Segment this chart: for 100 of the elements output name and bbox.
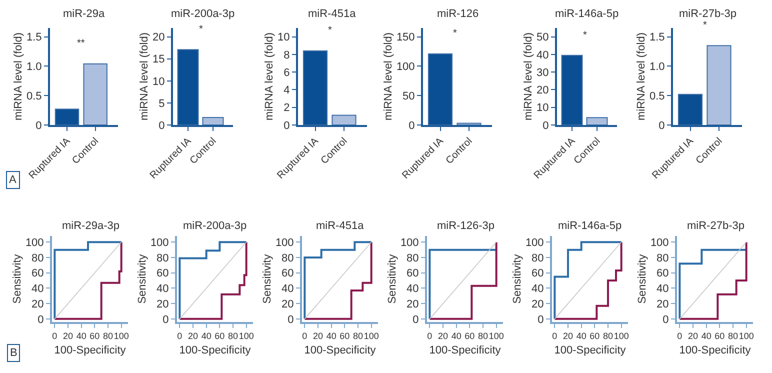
chart-title: miR-27b-3p bbox=[679, 8, 736, 20]
x-tick-label: 40 bbox=[326, 330, 336, 341]
y-tick-label: 6 bbox=[284, 66, 290, 79]
y-tick-label: 4 bbox=[284, 84, 290, 97]
chart-title: miR-200a-3p bbox=[183, 220, 247, 232]
y-tick-label: 1.0 bbox=[650, 61, 665, 74]
x-tick-label: 60 bbox=[590, 330, 600, 341]
chart-title: miR-29a bbox=[63, 8, 106, 20]
x-tick-label: 20 bbox=[688, 330, 698, 341]
x-axis-title: 100-Specificity bbox=[179, 344, 252, 356]
y-tick-label: 2 bbox=[284, 102, 290, 114]
x-tick-label: 80 bbox=[478, 330, 488, 341]
y-tick-label: 5 bbox=[158, 98, 165, 110]
annotation: ** bbox=[77, 38, 85, 49]
x-tick-label: 80 bbox=[102, 330, 114, 341]
y-tick-label: 1.5 bbox=[650, 32, 665, 44]
y-tick-label: 15 bbox=[152, 54, 165, 66]
y-tick-label: 20 bbox=[32, 298, 44, 310]
y-tick-label: 20 bbox=[532, 298, 544, 310]
y-tick-label: 0.5 bbox=[26, 90, 42, 102]
y-tick-label: 10 bbox=[278, 32, 290, 44]
y-tick-label: 0 bbox=[662, 314, 669, 326]
y-tick-label: 100 bbox=[400, 236, 419, 249]
y-tick-label: 0 bbox=[538, 314, 544, 326]
x-axis-title: 100-Specificity bbox=[54, 344, 126, 356]
y-tick-label: 80 bbox=[532, 252, 544, 264]
y-tick-label: 10 bbox=[536, 102, 549, 114]
x-tick-label: 60 bbox=[90, 330, 100, 341]
y-tick-label: 80 bbox=[656, 252, 669, 264]
y-tick-label: 80 bbox=[156, 252, 169, 264]
x-tick-label: 0 bbox=[552, 330, 558, 341]
y-tick-label: 100 bbox=[25, 236, 44, 249]
y-axis-title: Sensitivity bbox=[136, 254, 149, 304]
x-tick-label: 0 bbox=[677, 330, 682, 341]
x-tick-label: 100 bbox=[488, 330, 504, 341]
x-tick-label: 60 bbox=[714, 330, 725, 341]
x-tick-label: 80 bbox=[352, 330, 364, 341]
y-tick-label: 0 bbox=[288, 314, 294, 326]
y-tick-label: 60 bbox=[656, 268, 669, 280]
y-axis-title: miRNA level (fold) bbox=[522, 32, 535, 121]
y-tick-label: 40 bbox=[32, 283, 44, 296]
y-tick-label: 20 bbox=[536, 84, 549, 97]
y-axis-title: miRNA level (fold) bbox=[138, 32, 151, 121]
y-tick-label: 0 bbox=[408, 120, 415, 132]
x-tick-label: 0 bbox=[427, 330, 432, 341]
x-axis-title: 100-Specificity bbox=[554, 344, 626, 356]
y-tick-label: 40 bbox=[282, 283, 294, 296]
y-tick-label: 80 bbox=[32, 252, 44, 264]
chart-title: miR-29a-3p bbox=[62, 220, 120, 232]
y-tick-label: 80 bbox=[282, 252, 294, 264]
y-tick-label: 60 bbox=[532, 268, 544, 280]
y-tick-label: 0 bbox=[658, 120, 665, 132]
chart-title: miR-126-3p bbox=[437, 220, 494, 232]
chart-title: miR-451a bbox=[308, 8, 357, 20]
y-tick-label: 40 bbox=[406, 283, 419, 296]
y-tick-label: 0 bbox=[284, 120, 290, 132]
x-tick-label: 60 bbox=[340, 330, 350, 341]
y-tick-label: 60 bbox=[406, 268, 419, 280]
x-tick-label: 20 bbox=[438, 330, 448, 341]
y-tick-label: 150 bbox=[396, 32, 415, 44]
y-tick-label: 60 bbox=[282, 268, 294, 280]
y-tick-label: 20 bbox=[406, 298, 419, 310]
y-tick-label: 50 bbox=[536, 32, 549, 44]
y-tick-label: 20 bbox=[152, 32, 165, 44]
y-tick-label: 0 bbox=[38, 314, 44, 326]
x-tick-label: 40 bbox=[576, 330, 586, 341]
y-tick-label: 1.5 bbox=[26, 32, 42, 44]
x-tick-label: 80 bbox=[602, 330, 614, 341]
y-tick-label: 40 bbox=[156, 283, 169, 296]
y-axis-title: miRNA level (fold) bbox=[12, 32, 25, 121]
y-tick-label: 0 bbox=[542, 120, 549, 132]
x-tick-label: 100 bbox=[114, 330, 129, 341]
x-axis-title: 100-Specificity bbox=[679, 344, 752, 356]
y-tick-label: 0 bbox=[36, 120, 42, 132]
x-tick-label: 0 bbox=[52, 330, 58, 341]
chart-title: miR-146a-5p bbox=[555, 8, 619, 20]
y-axis-title: Sensitivity bbox=[386, 254, 399, 304]
y-tick-label: 40 bbox=[656, 283, 669, 296]
y-tick-label: 50 bbox=[402, 90, 415, 102]
y-tick-label: 60 bbox=[156, 268, 169, 280]
y-axis-title: Sensitivity bbox=[636, 254, 649, 304]
chart-title: miR-126 bbox=[437, 8, 479, 20]
y-tick-label: 8 bbox=[284, 49, 290, 62]
x-tick-label: 100 bbox=[738, 330, 754, 341]
chart-title: miR-200a-3p bbox=[171, 8, 235, 20]
y-tick-label: 80 bbox=[406, 252, 419, 264]
y-axis-title: miRNA level (fold) bbox=[264, 32, 276, 121]
x-tick-label: 60 bbox=[214, 330, 225, 341]
y-tick-label: 40 bbox=[532, 283, 544, 296]
x-tick-label: 20 bbox=[562, 330, 574, 341]
y-tick-label: 0 bbox=[158, 120, 165, 132]
x-tick-label: 100 bbox=[364, 330, 379, 341]
y-tick-label: 100 bbox=[525, 236, 544, 249]
x-tick-label: 40 bbox=[201, 330, 212, 341]
x-axis-title: 100-Specificity bbox=[304, 344, 376, 356]
annotation: * bbox=[703, 20, 707, 31]
y-tick-label: 1.0 bbox=[26, 61, 42, 74]
x-tick-label: 0 bbox=[177, 330, 182, 341]
y-tick-label: 60 bbox=[32, 268, 44, 280]
y-tick-label: 20 bbox=[282, 298, 294, 310]
